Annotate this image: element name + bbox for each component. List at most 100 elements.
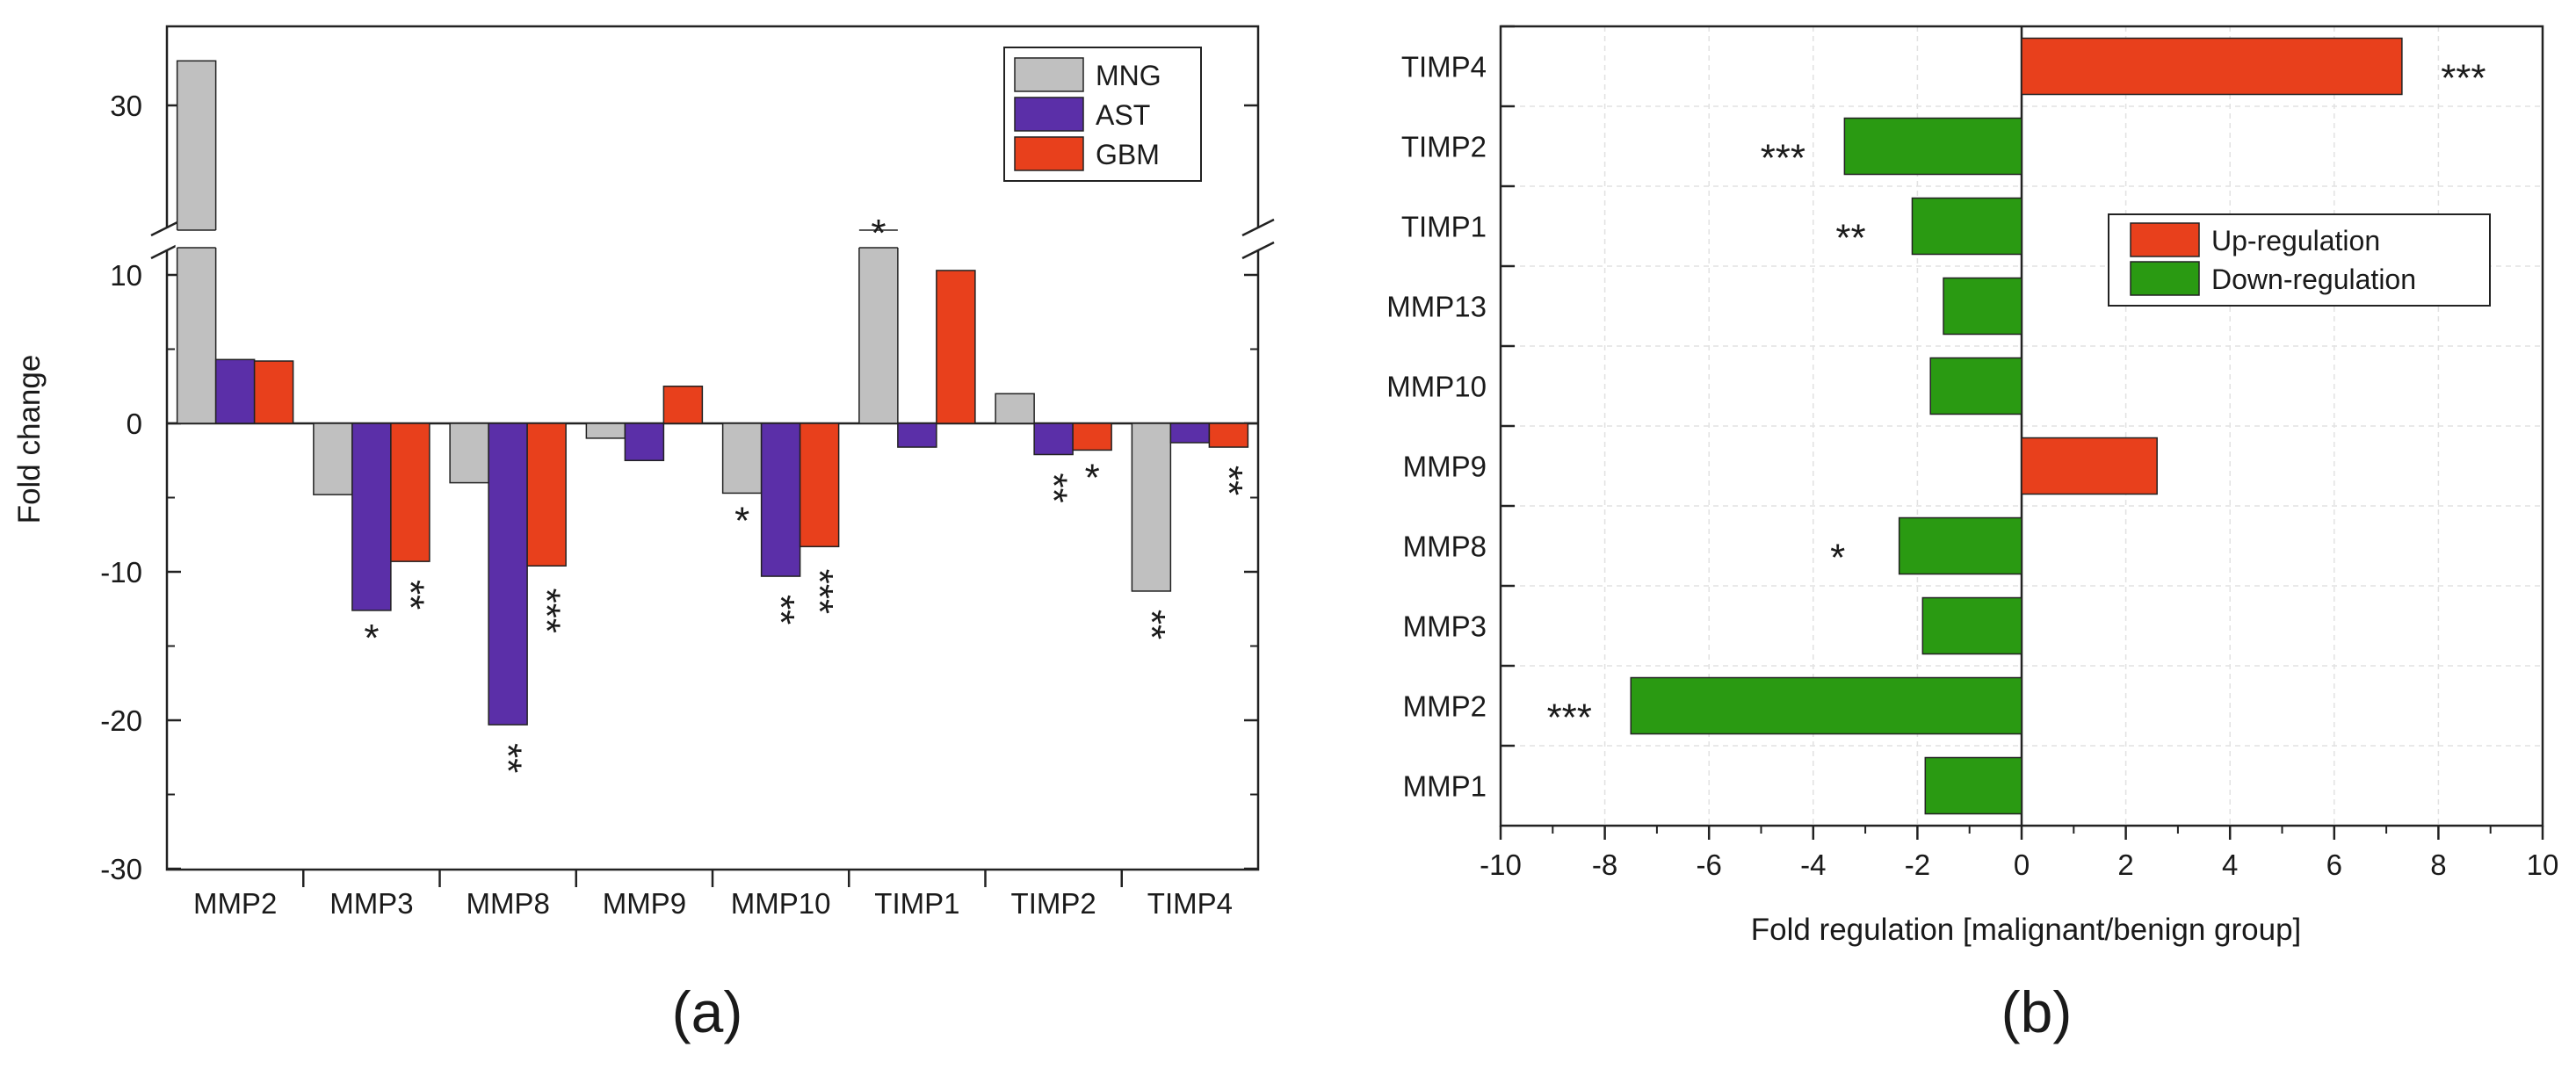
x-tick-label: TIMP4 [1147,887,1233,920]
bar-mng [449,422,489,484]
legend-label: GBM [1096,139,1160,170]
axis-break-right-upper [1241,218,1275,237]
legend-label: Down-regulation [2211,264,2416,295]
bar-down-regulation [1630,676,2022,735]
significance-marker: * [734,499,749,542]
bar-break-gap [857,230,900,248]
legend-label: Up-regulation [2211,225,2380,256]
x-axis-title: Fold regulation [malignant/benign group] [1751,913,2302,947]
legend-label: AST [1096,99,1150,131]
x-tick-label: 0 [2014,849,2030,881]
bar-ast [351,422,392,611]
legend-swatch-mng [1014,57,1084,92]
bar-gbm [799,422,840,548]
bar-gbm [1072,422,1112,451]
significance-marker: ** [1207,466,1250,495]
x-tick-label: -6 [1697,849,1722,881]
y-tick-label: MMP2 [1403,690,1487,723]
significance-marker: *** [1547,697,1592,740]
x-tick-label: 6 [2326,849,2342,881]
x-tick-label: -2 [1905,849,1930,881]
y-tick-label: MMP9 [1403,451,1487,483]
legend-label: MNG [1096,60,1161,91]
bar-ast [214,358,256,424]
x-tick-label: TIMP1 [874,887,959,920]
bar-ast [1033,422,1074,456]
bar-gbm [390,422,431,562]
y-tick-label: TIMP2 [1401,131,1487,163]
bar-down-regulation [1929,357,2022,415]
x-tick-label: -8 [1592,849,1617,881]
panel-label-a: (a) [672,979,743,1044]
significance-marker: *** [2441,57,2486,100]
y-tick-label: MMP1 [1403,770,1487,803]
bar-gbm [253,360,294,424]
significance-marker: ** [388,580,431,610]
x-tick-label: 2 [2117,849,2133,881]
legend-swatch-gbm [1014,136,1084,171]
bar-mng [995,393,1035,424]
bar-down-regulation [1911,197,2022,256]
y-axis-title: Fold change [12,355,47,524]
y-tick-label: 0 [127,408,142,440]
bar-down-regulation [1898,516,2022,575]
bar-mng [721,422,763,495]
y-tick-label: -10 [100,556,142,589]
x-tick-label: MMP2 [193,887,277,920]
significance-marker: * [1085,456,1100,499]
bar-ast [897,422,937,448]
significance-marker: *** [1761,137,1805,180]
bar-down-regulation [1924,756,2022,815]
bar-gbm [1208,422,1249,448]
legend-swatch-ast [1014,97,1084,132]
x-tick-label: MMP3 [329,887,413,920]
x-tick-label: MMP9 [603,887,686,920]
significance-marker: ** [1130,610,1173,639]
bar-gbm [662,386,704,424]
axis-break-right-lower [1241,241,1275,260]
x-tick-label: TIMP2 [1011,887,1096,920]
bar-gbm [526,422,567,567]
x-tick-label: MMP8 [466,887,549,920]
significance-marker: ** [759,595,802,625]
bar-break-gap [175,230,218,248]
y-tick-label: -30 [100,853,142,885]
bar-mng [313,422,353,495]
x-tick-label: 4 [2222,849,2238,881]
x-tick-label: -4 [1800,849,1826,881]
significance-marker: ** [1032,473,1075,502]
panel-label-b: (b) [2001,979,2073,1044]
bar-ast [760,422,801,577]
legend-swatch-up [2130,222,2200,257]
x-tick-label: MMP10 [731,887,831,920]
significance-marker: *** [525,589,568,633]
significance-marker: ** [1835,217,1865,260]
y-tick-label: 30 [110,90,142,122]
panel-b: -10 -8 -6 -4 -2 0 2 4 6 8 10 Fold regulation [malig… [1386,25,2558,1044]
legend-swatch-down [2130,261,2200,296]
bar-up-regulation [2021,37,2403,96]
significance-marker: * [1830,537,1845,580]
y-tick-label: 10 [110,259,142,292]
bar-down-regulation [1921,596,2022,655]
significance-marker: * [364,617,379,660]
y-tick-label: MMP13 [1386,291,1487,323]
y-tick-label: MMP10 [1386,371,1487,403]
plot-frame-top [165,25,1260,228]
significance-marker: * [871,212,886,255]
x-tick-label: 8 [2430,849,2446,881]
significance-marker: *** [798,569,841,614]
plot-frame-bottom [165,249,1260,871]
x-tick-label: -10 [1480,849,1522,881]
bar-down-regulation [1843,117,2022,176]
bar-ast [1169,422,1211,444]
bar-ast [624,422,665,461]
y-tick-label: MMP3 [1403,610,1487,643]
bar-gbm [936,270,976,424]
bar-mng [1131,422,1172,592]
y-tick-label: MMP8 [1403,531,1487,563]
y-tick-label: TIMP1 [1401,211,1487,243]
significance-marker: ** [487,743,530,773]
